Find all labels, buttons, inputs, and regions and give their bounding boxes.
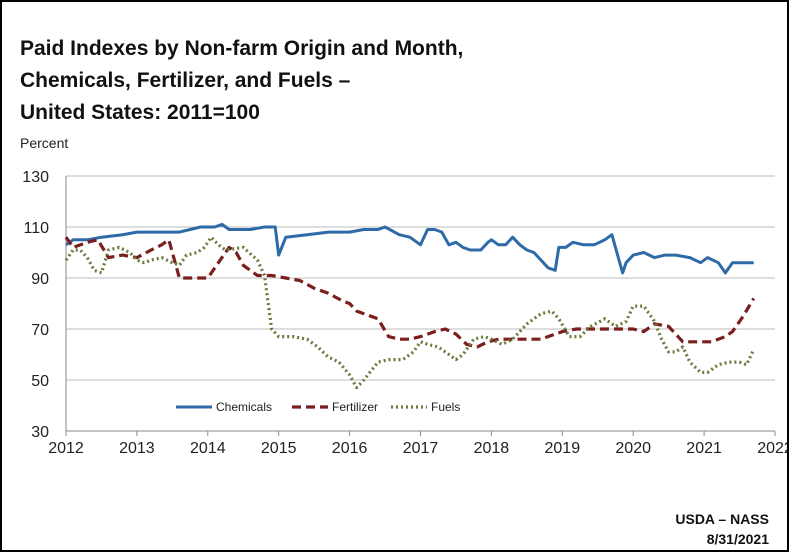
x-tick-2020: 2020 xyxy=(615,440,651,457)
y-tick-labels: 30 50 70 90 110 130 xyxy=(22,169,49,441)
y-axis-label: Percent xyxy=(20,135,69,151)
chart-title-line-2: Chemicals, Fertilizer, and Fuels – xyxy=(20,69,351,92)
y-tick-90: 90 xyxy=(31,271,49,288)
y-tick-70: 70 xyxy=(31,322,49,339)
source-agency: USDA – NASS xyxy=(675,511,769,527)
x-tick-2017: 2017 xyxy=(403,440,439,457)
gridlines xyxy=(65,175,776,436)
legend-label-fuels: Fuels xyxy=(431,400,460,414)
x-tick-2016: 2016 xyxy=(332,440,368,457)
chart-title-line-1: Paid Indexes by Non-farm Origin and Mont… xyxy=(20,37,464,60)
series-fuels xyxy=(64,235,756,390)
series-lines xyxy=(64,222,756,390)
x-tick-2012: 2012 xyxy=(48,440,84,457)
y-tick-50: 50 xyxy=(31,373,49,390)
x-tick-2014: 2014 xyxy=(190,440,226,457)
x-tick-2013: 2013 xyxy=(119,440,155,457)
x-tick-2022: 2022 xyxy=(757,440,787,457)
x-tick-2019: 2019 xyxy=(545,440,581,457)
series-fertilizer xyxy=(64,236,756,349)
x-tick-2018: 2018 xyxy=(474,440,510,457)
y-tick-30: 30 xyxy=(31,424,49,441)
series-chemicals xyxy=(65,222,754,275)
legend: Chemicals Fertilizer Fuels xyxy=(176,400,460,414)
source-date: 8/31/2021 xyxy=(706,531,769,547)
legend-label-fertilizer: Fertilizer xyxy=(332,400,378,414)
x-tick-2021: 2021 xyxy=(686,440,722,457)
x-tick-labels: 2012 2013 2014 2015 2016 2017 2018 2019 2020 2021… xyxy=(48,440,787,457)
legend-label-chemicals: Chemicals xyxy=(216,400,272,414)
chart-title-line-3: United States: 2011=100 xyxy=(20,101,260,124)
y-tick-130: 130 xyxy=(22,169,49,186)
x-tick-2015: 2015 xyxy=(261,440,297,457)
y-tick-110: 110 xyxy=(23,220,49,237)
